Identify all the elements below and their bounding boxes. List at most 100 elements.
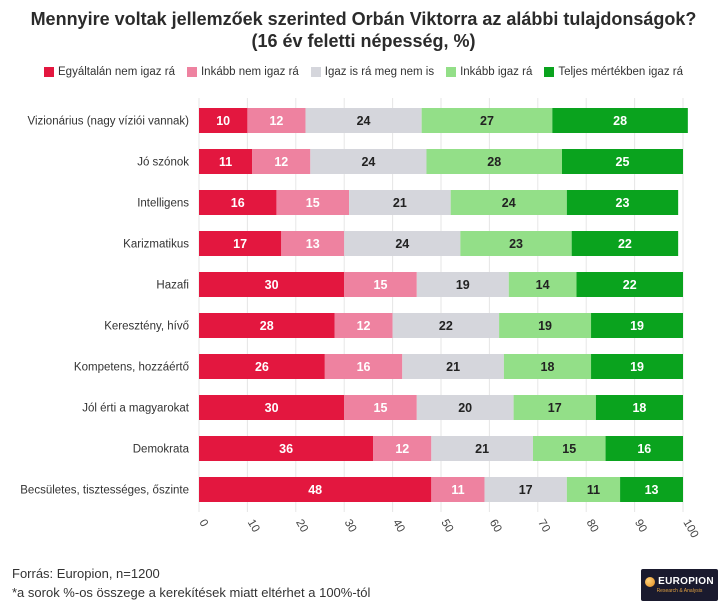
data-label: 14 [536,278,550,292]
data-label: 21 [475,442,489,456]
bar-segment [392,313,500,338]
data-label: 18 [541,360,555,374]
bar-segment [349,190,451,215]
data-label: 28 [487,155,501,169]
category-label: Keresztény, hívő [104,321,189,333]
rounding-footnote: *a sorok %-os összege a kerekítések miat… [12,585,371,600]
bar-segment [199,313,335,338]
data-label: 15 [306,196,320,210]
x-tick-label: 10 [245,518,262,535]
x-tick-label: 60 [487,518,504,535]
data-label: 13 [645,483,659,497]
x-tick-label: 30 [342,518,359,535]
data-label: 48 [308,483,322,497]
legend-swatch [44,67,54,77]
bar-segment [199,190,277,215]
bar-segment [199,231,282,256]
bar-segment [334,313,393,338]
bar-segment [281,231,345,256]
legend-item: Egyáltalán nem igaz rá [44,66,175,78]
bar-segment [566,477,621,502]
bar-segment [532,436,606,461]
bar-segment [513,395,596,420]
bar-segment [199,436,374,461]
x-tick-label: 70 [535,518,552,535]
legend-label: Igaz is rá meg nem is [324,66,435,78]
data-label: 16 [231,196,245,210]
bar-segment [426,149,562,174]
data-label: 11 [219,155,232,169]
data-label: 12 [274,155,288,169]
category-label: Intelligens [137,198,189,210]
legend-item: Igaz is rá meg nem is [310,66,435,78]
data-label: 19 [538,319,552,333]
bar-segment [576,272,683,297]
x-tick-label: 20 [293,518,310,535]
data-label: 28 [613,114,627,128]
category-label: Becsületes, tisztességes, őszinte [20,485,189,497]
bar-segment [305,108,422,133]
x-tick-label: 90 [632,518,649,535]
bar-segment [450,190,567,215]
legend-label: Teljes mértékben igaz rá [558,66,683,78]
data-label: 19 [456,278,470,292]
bar-segment [199,477,432,502]
data-label: 10 [216,114,230,128]
x-tick-label: 80 [584,518,601,535]
source-note: Forrás: Europion, n=1200 [12,566,160,581]
legend-item: Teljes mértékben igaz rá [544,66,683,78]
bar-segment [199,149,253,174]
bar-segment [344,395,417,420]
legend-swatch [446,67,457,77]
bar-segment [344,272,417,297]
bar-segment [344,231,461,256]
legend-label: Inkább nem igaz rá [200,66,299,78]
x-tick-label: 50 [438,518,455,535]
data-label: 24 [502,196,516,210]
bar-segment [373,436,432,461]
bar-segment [199,272,345,297]
europion-logo: EUROPION Research & Analysis [641,569,718,601]
bar-segment [310,149,427,174]
bar-segment [324,354,403,379]
data-label: 30 [265,401,279,415]
chart-title: Mennyire voltak jellemzőek szerinted Orb… [0,8,727,52]
legend-item: Inkább nem igaz rá [186,66,299,78]
data-label: 17 [519,483,533,497]
data-label: 20 [458,401,472,415]
data-label: 15 [374,401,388,415]
data-label: 18 [632,401,646,415]
data-label: 27 [480,114,494,128]
category-label: Demokrata [133,444,190,456]
bar-segment [508,272,577,297]
logo-tagline: Research & Analysis [656,588,703,594]
data-label: 15 [374,278,388,292]
europion-globe-icon [645,576,656,587]
data-label: 22 [623,278,637,292]
data-label: 24 [395,237,409,251]
legend-item: Inkább igaz rá [446,66,532,78]
bar-segment [591,354,683,379]
legend-swatch [186,67,197,77]
chart-title-text: Mennyire voltak jellemzőek szerinted Orb… [30,9,697,29]
bar-segment [416,395,514,420]
data-label: 13 [306,237,320,251]
data-label: 19 [630,360,644,374]
stacked-bar-chart: Vizionárius (nagy víziói vannak) 10 12 24 27… [20,98,700,540]
bar-segment [431,477,485,502]
data-label: 17 [233,237,247,251]
category-label: Jól érti a magyarokat [82,403,190,415]
bar-segment [503,354,592,379]
bar-segment [247,108,306,133]
bar-segment [416,272,509,297]
data-label: 12 [269,114,283,128]
data-label: 24 [361,155,375,169]
legend-label: Egyáltalán nem igaz rá [58,66,175,78]
bar-segment [499,313,592,338]
data-label: 28 [260,319,274,333]
data-label: 11 [451,483,464,497]
bar-segment [484,477,567,502]
bar-segment [566,190,679,215]
x-tick-label: 40 [390,518,407,535]
data-label: 23 [616,196,630,210]
